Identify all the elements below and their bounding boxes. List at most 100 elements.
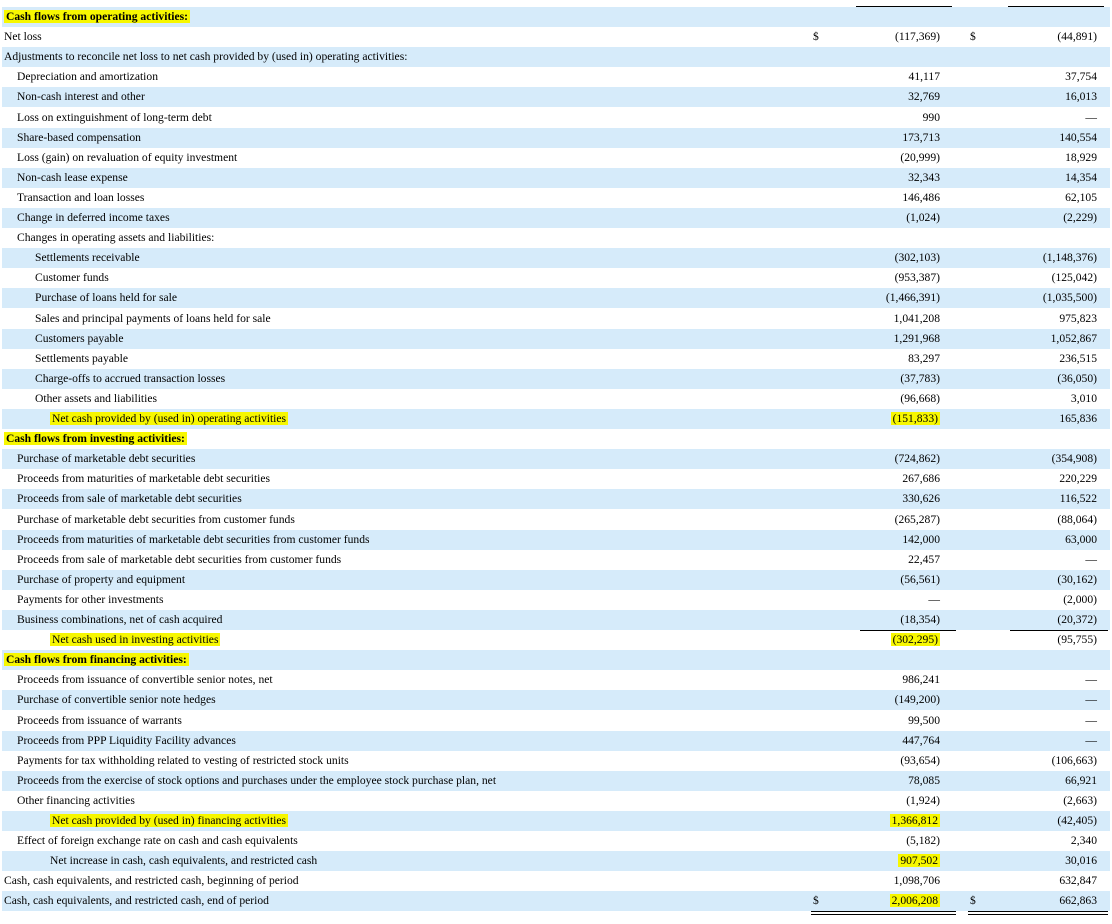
value-2019: (2,000) xyxy=(1063,590,1097,610)
value-2019-text: (95,755) xyxy=(1057,633,1097,647)
value-2019: (354,908) xyxy=(1052,449,1097,469)
currency-symbol-2020: $ xyxy=(813,894,819,908)
statement-row: Net cash provided by (used in) financing… xyxy=(0,811,1112,831)
row-label-text: Transaction and loan losses xyxy=(17,190,145,204)
value-2019: (1,035,500) xyxy=(1043,288,1097,308)
value-2020-text: (93,654) xyxy=(900,753,940,767)
value-2019: 66,921 xyxy=(1065,771,1097,791)
value-2019: — xyxy=(1085,108,1097,128)
value-2019: (1,148,376) xyxy=(1043,248,1097,268)
row-label-text: Customer funds xyxy=(35,271,109,285)
value-2019-text: 62,105 xyxy=(1065,190,1097,204)
row-label-text: Proceeds from issuance of warrants xyxy=(17,713,182,727)
value-2019-text: (88,064) xyxy=(1057,512,1097,526)
value-2019-text: (30,162) xyxy=(1057,572,1097,586)
value-2019: (2,663) xyxy=(1063,791,1097,811)
row-label-text: Non-cash interest and other xyxy=(17,90,145,104)
value-2019-text: 37,754 xyxy=(1065,70,1097,84)
row-label-text: Purchase of convertible senior note hedg… xyxy=(17,693,216,707)
row-label: Payments for tax withholding related to … xyxy=(17,751,349,771)
section-header-row: Cash flows from investing activities: xyxy=(0,429,1112,449)
value-2019: 3,010 xyxy=(1071,389,1097,409)
value-2019: 16,013 xyxy=(1065,87,1097,107)
row-label-text: Net loss xyxy=(4,30,42,44)
value-2020: 267,686 xyxy=(902,469,940,489)
value-2019-text: (354,908) xyxy=(1051,452,1097,466)
value-2020: 447,764 xyxy=(902,731,940,751)
row-label-text: Proceeds from PPP Liquidity Facility adv… xyxy=(17,733,236,747)
statement-row: Purchase of marketable debt securities (7… xyxy=(0,449,1112,470)
row-label: Net cash provided by (used in) operating… xyxy=(50,409,289,429)
value-2019: 63,000 xyxy=(1065,530,1097,550)
value-2019-text: 220,229 xyxy=(1059,472,1097,486)
value-2020: 2,006,208 xyxy=(889,891,940,911)
value-2019-text: (2,000) xyxy=(1063,592,1097,606)
row-label-text: Purchase of loans held for sale xyxy=(35,291,177,305)
value-2019-text: 140,554 xyxy=(1059,130,1097,144)
row-label: Cash, cash equivalents, and restricted c… xyxy=(4,871,299,891)
value-2020-text: 1,098,706 xyxy=(893,874,940,888)
column-header-underline-2020 xyxy=(856,0,952,7)
row-label: Non-cash lease expense xyxy=(17,168,128,188)
value-2020: (56,561) xyxy=(900,570,940,590)
row-label-text: Non-cash lease expense xyxy=(17,170,128,184)
value-2020-text: 1,366,812 xyxy=(889,814,940,827)
value-2020: 907,502 xyxy=(898,851,940,871)
row-label: Cash flows from investing activities: xyxy=(4,429,187,449)
row-label: Effect of foreign exchange rate on cash … xyxy=(17,831,298,851)
statement-row: Cash, cash equivalents, and restricted c… xyxy=(0,891,1112,912)
statement-row: Proceeds from PPP Liquidity Facility adv… xyxy=(0,730,1112,751)
value-2020-text: (953,387) xyxy=(894,271,940,285)
value-2020: 99,500 xyxy=(908,711,940,731)
value-2020-text: (1,924) xyxy=(906,793,940,807)
row-label: Cash flows from operating activities: xyxy=(4,7,191,27)
row-label-text: Other financing activities xyxy=(17,793,135,807)
row-label-text: Net increase in cash, cash equivalents, … xyxy=(50,854,318,868)
value-2019: (106,663) xyxy=(1052,751,1097,771)
statement-row: Customer funds (953,387) (125,042) xyxy=(0,268,1112,288)
value-2019: — xyxy=(1085,550,1097,570)
value-2019: 2,340 xyxy=(1071,831,1097,851)
value-2020-text: 41,117 xyxy=(908,70,940,84)
value-2020-text: (149,200) xyxy=(894,693,940,707)
column-header-underline-2019 xyxy=(1008,0,1104,7)
value-2019: (2,229) xyxy=(1063,208,1097,228)
row-label: Purchase of property and equipment xyxy=(17,570,185,590)
statement-row: Purchase of property and equipment (56,56… xyxy=(0,569,1112,590)
row-label-text: Business combinations, net of cash acqui… xyxy=(17,613,223,626)
row-label: Proceeds from issuance of warrants xyxy=(17,711,182,731)
row-label-text: Net cash provided by (used in) operating… xyxy=(50,412,289,425)
currency-symbol-2019: $ xyxy=(970,30,976,44)
row-label-text: Changes in operating assets and liabilit… xyxy=(17,231,215,245)
value-2020: (302,103) xyxy=(895,248,940,268)
value-2019-text: 662,863 xyxy=(1059,894,1097,908)
value-2020: (1,466,391) xyxy=(886,288,940,308)
value-2019-text: 66,921 xyxy=(1065,773,1097,787)
row-label-text: Purchase of marketable debt securities xyxy=(17,452,196,466)
statement-row: Cash, cash equivalents, and restricted c… xyxy=(0,871,1112,891)
value-2020-text: 83,297 xyxy=(908,351,940,365)
row-label-text: Change in deferred income taxes xyxy=(17,211,170,224)
value-2020: (18,354) xyxy=(900,610,940,630)
value-2020-text: 99,500 xyxy=(908,713,940,727)
statement-row: Non-cash interest and other 32,769 16,013 xyxy=(0,87,1112,108)
value-2019: 662,863 xyxy=(1059,891,1097,911)
value-2019: (30,162) xyxy=(1057,570,1097,590)
value-2020-text: (265,287) xyxy=(894,512,940,526)
value-2019: (125,042) xyxy=(1052,268,1097,288)
value-2020: — xyxy=(928,590,940,610)
value-2020-text: 330,626 xyxy=(902,492,940,506)
statement-row: Settlements receivable (302,103) (1,148,37… xyxy=(0,248,1112,269)
row-label-text: Share-based compensation xyxy=(17,130,141,144)
statement-row: Net increase in cash, cash equivalents, … xyxy=(0,851,1112,872)
value-2019-text: 116,522 xyxy=(1059,492,1097,506)
value-2019: 1,052,867 xyxy=(1051,329,1097,349)
statement-row: Purchase of loans held for sale (1,466,39… xyxy=(0,288,1112,309)
value-2020-text: 146,486 xyxy=(902,190,940,204)
value-2020: 22,457 xyxy=(908,550,940,570)
row-label-text: Cash flows from operating activities: xyxy=(4,10,191,23)
subtotal-underline xyxy=(1010,630,1108,632)
value-2019-text: 3,010 xyxy=(1070,391,1097,405)
value-2019: (42,405) xyxy=(1057,811,1097,831)
row-label: Cash, cash equivalents, and restricted c… xyxy=(4,891,269,911)
